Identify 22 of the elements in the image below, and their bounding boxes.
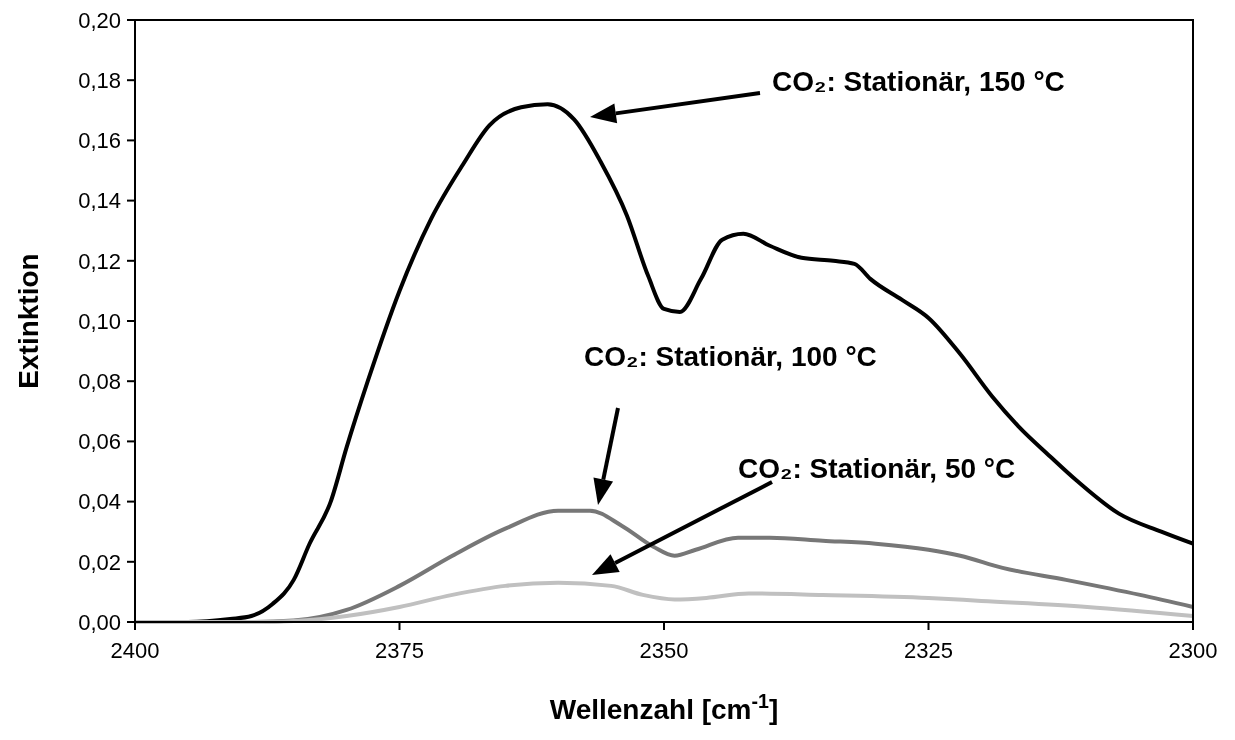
annotation: CO₂: Stationär, 150 °C (772, 66, 1065, 97)
x-tick-label: 2375 (375, 638, 424, 663)
y-tick-label: 0,00 (78, 609, 121, 635)
x-axis-title: Wellenzahl [cm$^{-1}$] (549, 690, 779, 725)
y-tick-label: 0,16 (78, 128, 121, 154)
annotation: CO₂: Stationär, 50 °C (738, 453, 1016, 484)
annotation: CO₂: Stationär, 100 °C (584, 341, 877, 372)
line-series (133, 580, 1195, 624)
x-tick-label: 2350 (639, 638, 689, 663)
y-axis-title: Extinktion (13, 253, 44, 389)
x-tick-label: 2325 (904, 638, 953, 663)
y-tick-label: 0,20 (78, 7, 121, 33)
y-tick-label: 0,08 (78, 368, 121, 394)
y-tick-label: 0,04 (78, 489, 121, 515)
y-tick-label: 0,18 (78, 67, 121, 93)
y-tick-label: 0,12 (78, 248, 121, 274)
y-tick-label: 0,10 (78, 308, 121, 334)
y-tick-label: 0,14 (78, 188, 121, 214)
y-tick-label: 0,02 (78, 549, 121, 575)
y-tick-label: 0,06 (78, 429, 121, 455)
x-tick-label: 2400 (110, 638, 160, 663)
x-tick-label: 2300 (1168, 638, 1218, 663)
